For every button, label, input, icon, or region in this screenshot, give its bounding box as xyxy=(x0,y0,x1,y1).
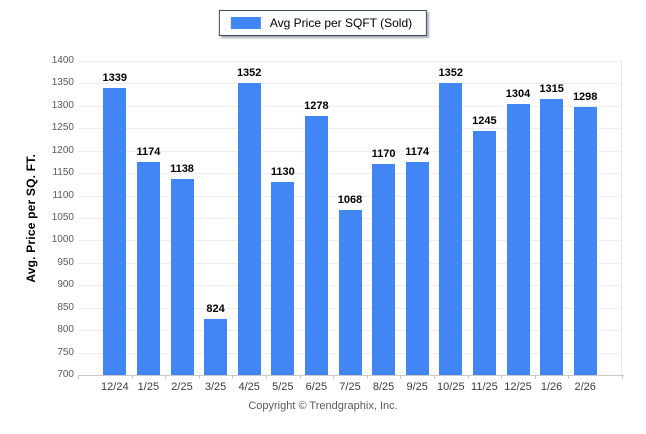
axis-tick xyxy=(333,375,335,379)
bar xyxy=(271,182,295,375)
x-tick-label: 12/25 xyxy=(504,381,532,393)
bar xyxy=(103,88,127,375)
y-tick-label: 1250 xyxy=(51,122,74,134)
bar-value-label: 1315 xyxy=(539,83,564,96)
bar xyxy=(237,82,261,375)
x-tick-label: 2/26 xyxy=(574,381,596,393)
y-tick-label: 1100 xyxy=(52,189,74,201)
legend-swatch xyxy=(230,17,261,29)
y-tick-label: 1050 xyxy=(51,212,74,223)
legend: Avg Price per SQFT (Sold) xyxy=(218,10,428,36)
axis-tick xyxy=(622,375,623,379)
y-tick-label: 800 xyxy=(57,324,74,336)
y-tick-label: 950 xyxy=(57,256,74,268)
bar-value-label: 1304 xyxy=(505,88,531,101)
x-tick-label: 1/25 xyxy=(137,381,160,393)
bar-value-label: 1352 xyxy=(236,66,262,79)
y-tick-label: 700 xyxy=(57,369,74,380)
bar xyxy=(472,130,496,375)
axis-tick xyxy=(366,375,368,379)
gridline xyxy=(78,173,622,175)
x-tick-label: 10/25 xyxy=(437,381,465,393)
x-tick-label: 11/25 xyxy=(471,381,498,393)
y-tick-label: 1350 xyxy=(51,77,74,89)
gridline xyxy=(78,83,622,85)
axis-tick xyxy=(131,375,133,379)
bar xyxy=(136,162,160,375)
axis-tick xyxy=(78,375,79,379)
bar xyxy=(170,178,194,375)
bar-value-label: 1138 xyxy=(170,162,194,175)
bar xyxy=(372,164,396,375)
legend-label: Avg Price per SQFT (Sold) xyxy=(269,16,413,30)
x-tick-label: 5/25 xyxy=(272,381,294,393)
y-tick-label: 1300 xyxy=(51,99,74,111)
bar xyxy=(204,319,228,375)
y-tick-label: 1400 xyxy=(51,55,74,66)
bar xyxy=(439,82,463,375)
y-tick-label: 900 xyxy=(57,279,74,291)
bar-value-label: 1298 xyxy=(572,90,598,103)
bar xyxy=(506,104,530,375)
gridline xyxy=(78,150,622,152)
bar-value-label: 1170 xyxy=(371,148,396,161)
bar-value-label: 1352 xyxy=(438,66,464,79)
bar-value-label: 824 xyxy=(206,303,225,316)
plot-area: 1339 12/24 1174 1/25 1138 2/25 824 3/25 1352 4/25… xyxy=(78,61,624,393)
bar-value-label: 1339 xyxy=(102,72,128,85)
axis-tick xyxy=(534,375,536,379)
bar xyxy=(338,209,362,375)
axis-tick xyxy=(568,375,570,379)
gridline xyxy=(78,195,622,197)
x-axis-line xyxy=(78,375,624,376)
bar-value-label: 1278 xyxy=(304,99,329,112)
bar xyxy=(573,106,597,375)
bar-value-label: 1068 xyxy=(337,193,363,206)
gridline xyxy=(78,105,622,107)
copyright-text: Copyright © Trendgraphix, Inc. xyxy=(248,400,398,412)
bar xyxy=(540,99,564,375)
y-tick-label: 850 xyxy=(57,301,74,313)
y-tick-label: 1150 xyxy=(52,167,74,179)
x-tick-label: 1/26 xyxy=(540,381,563,393)
x-tick-label: 2/25 xyxy=(171,381,193,393)
y-tick-label: 1000 xyxy=(51,234,74,246)
x-tick-label: 12/24 xyxy=(101,381,129,393)
y-tick-label: 750 xyxy=(57,346,74,358)
x-tick-label: 4/25 xyxy=(238,381,260,393)
axis-tick xyxy=(501,375,503,379)
y-axis-labels: 700 750 800 850 900 950 1000 1050 1100 1150 1200 12… xyxy=(0,0,74,434)
bar-value-label: 1130 xyxy=(270,166,295,179)
bar xyxy=(405,162,429,375)
axis-tick xyxy=(232,375,234,379)
bar-value-label: 1245 xyxy=(472,114,497,127)
x-tick-label: 6/25 xyxy=(305,381,328,393)
axis-tick xyxy=(434,375,435,379)
axis-tick xyxy=(266,375,267,379)
bar xyxy=(304,115,328,375)
axis-tick xyxy=(165,375,167,379)
x-tick-label: 9/25 xyxy=(406,381,428,393)
bar-value-label: 1174 xyxy=(405,146,430,159)
y-tick-label: 1200 xyxy=(51,144,74,156)
axis-tick xyxy=(400,375,402,379)
x-tick-label: 3/25 xyxy=(204,381,227,393)
x-tick-label: 7/25 xyxy=(339,381,361,393)
bar-value-label: 1174 xyxy=(136,146,161,159)
axis-tick xyxy=(198,375,200,379)
axis-tick xyxy=(467,375,469,379)
gridline xyxy=(78,128,622,130)
axis-tick xyxy=(299,375,301,379)
x-tick-label: 8/25 xyxy=(372,381,395,393)
gridline xyxy=(78,61,622,62)
